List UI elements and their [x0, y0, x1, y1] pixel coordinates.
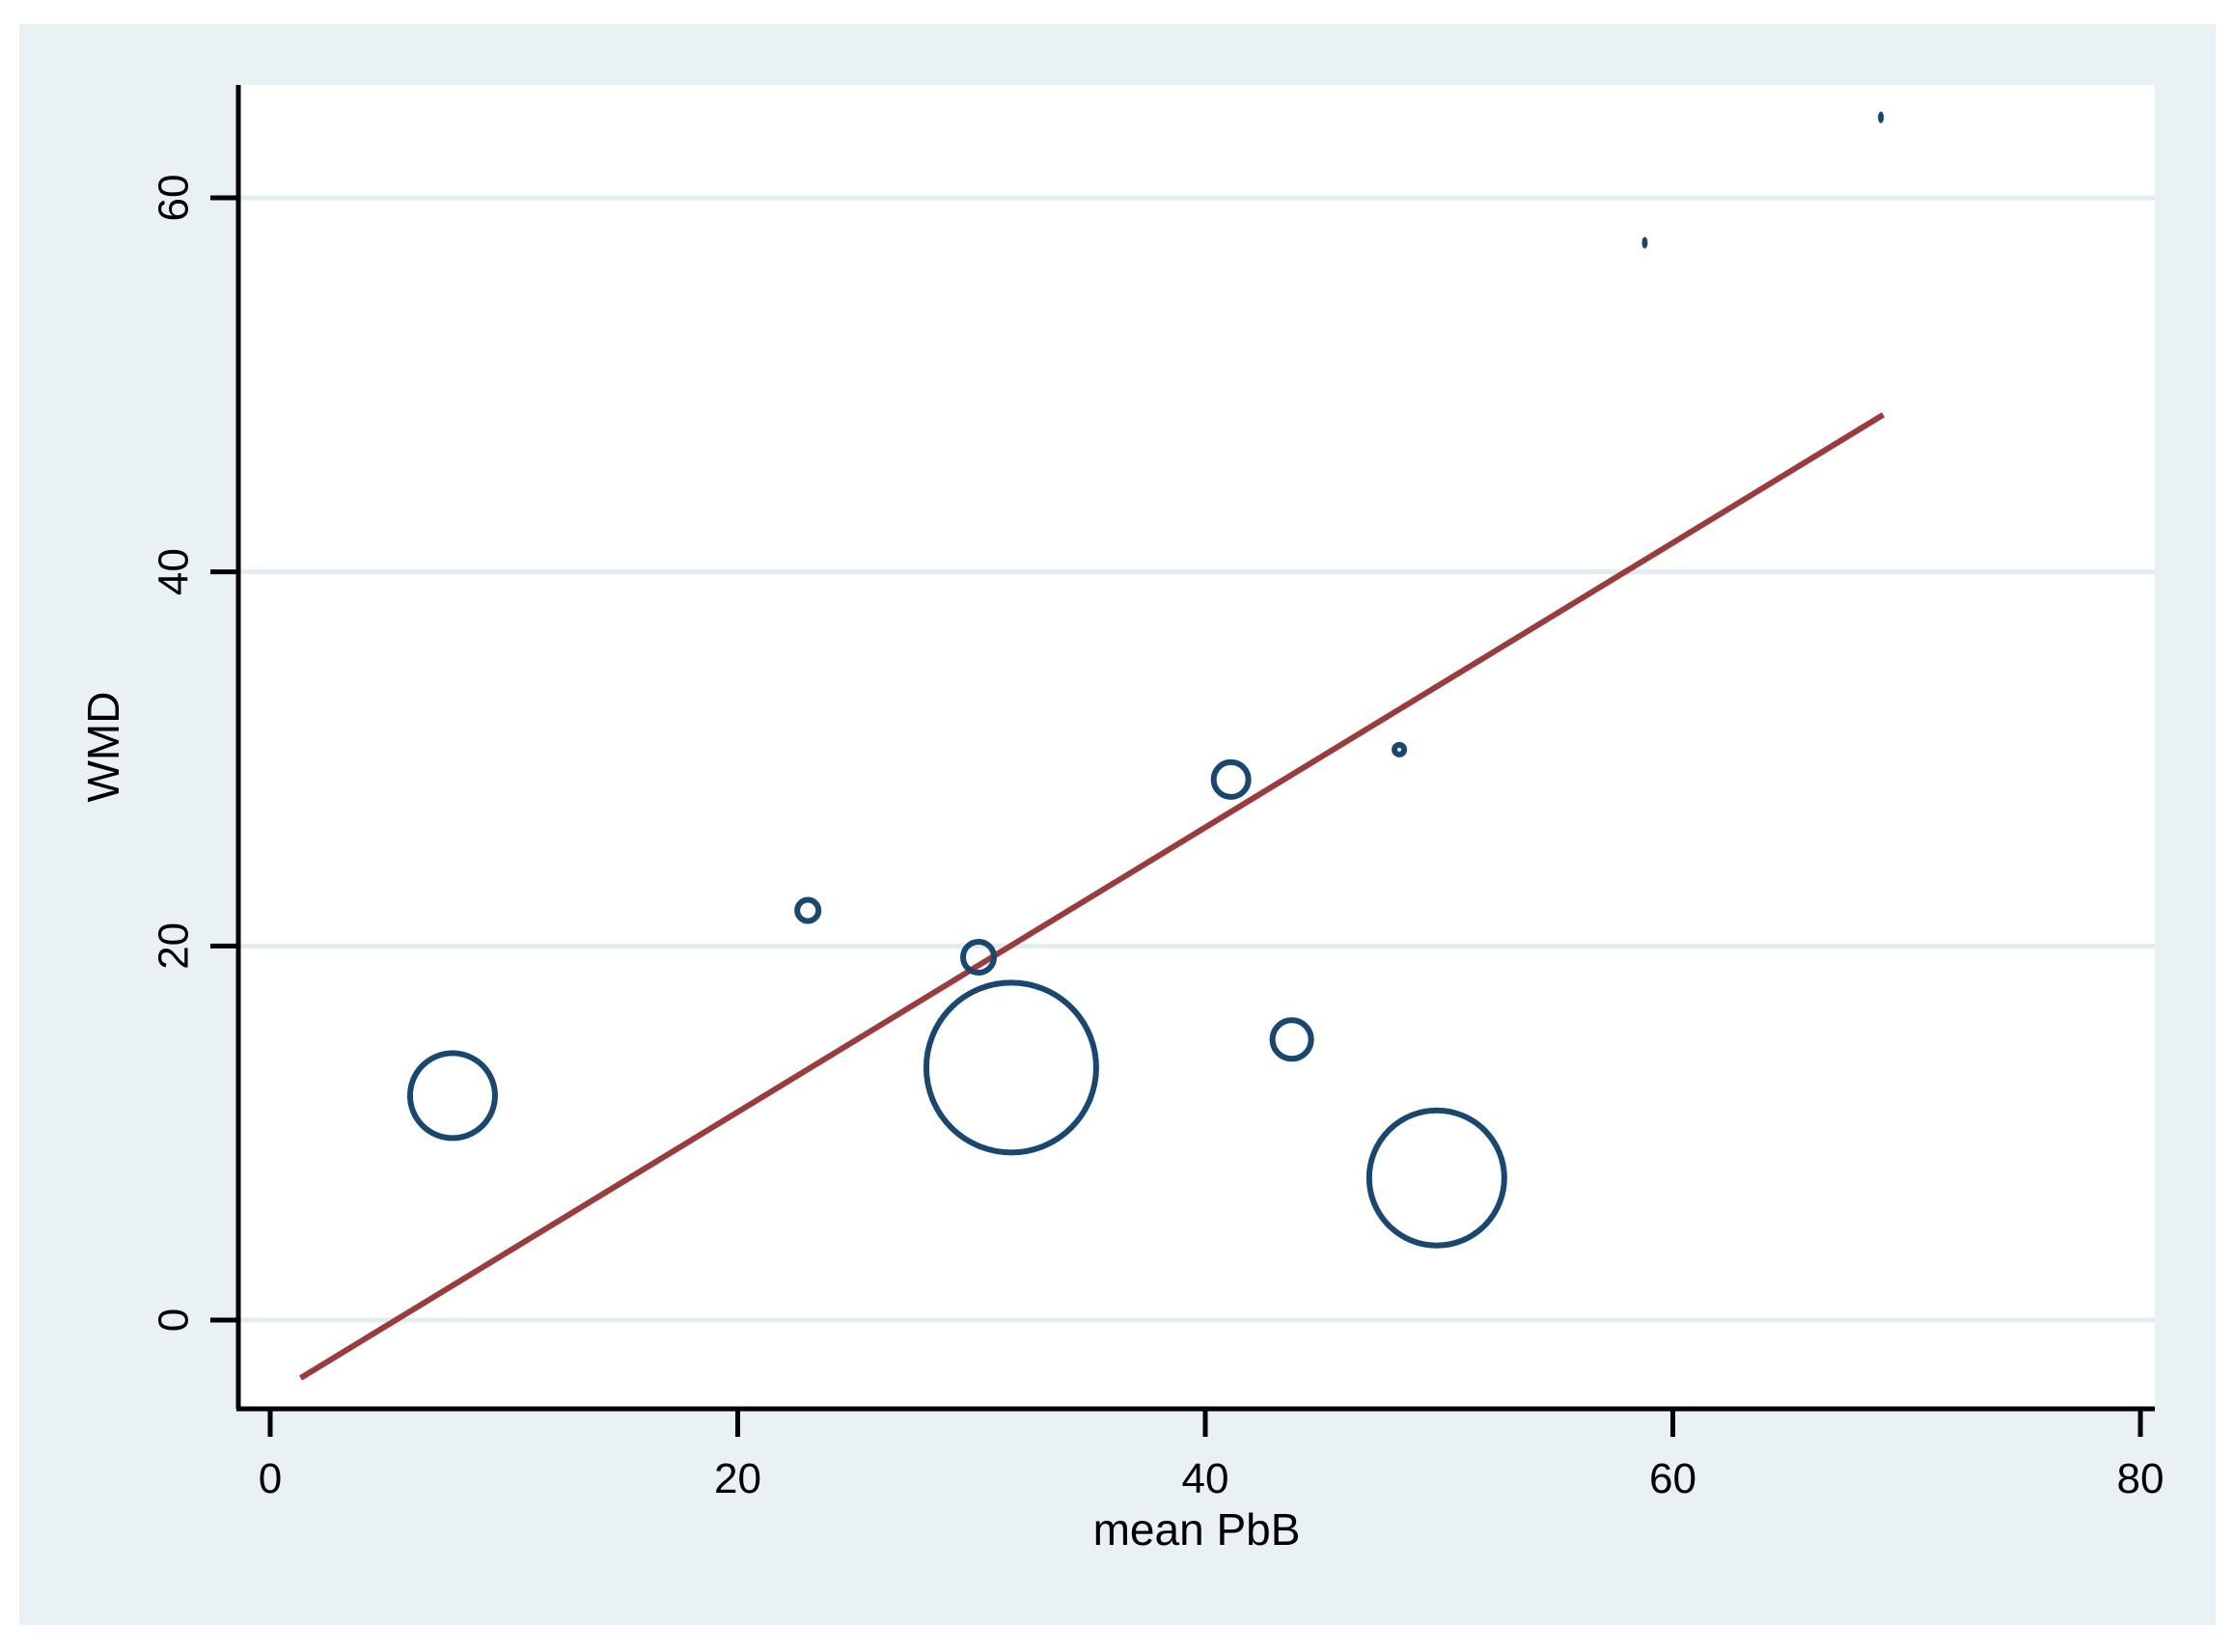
bubble-marker-3 [923, 979, 1099, 1156]
x-tick-label-80: 80 [2117, 1455, 2165, 1502]
y-axis-label: WMD [78, 692, 128, 803]
y-tick-label-0: 0 [151, 1308, 198, 1332]
bubble-marker-8 [1641, 236, 1648, 249]
x-tick-label-20: 20 [714, 1455, 761, 1502]
plot-area-background [238, 85, 2155, 1409]
y-tick-label-20: 20 [151, 922, 198, 970]
x-tick-label-40: 40 [1182, 1455, 1229, 1502]
y-tick-label-40: 40 [151, 548, 198, 595]
bubble-marker-6 [1392, 741, 1408, 757]
bubble-marker-0 [406, 1050, 498, 1142]
x-axis-label: mean PbB [1093, 1504, 1301, 1555]
y-tick-label-60: 60 [151, 175, 198, 222]
bubble-marker-2 [960, 938, 998, 976]
bubble-marker-4 [1210, 758, 1252, 800]
bubble-marker-1 [794, 896, 822, 924]
bubble-marker-5 [1269, 1017, 1314, 1062]
x-tick-label-0: 0 [259, 1455, 282, 1502]
x-tick-label-60: 60 [1649, 1455, 1696, 1502]
bubble-marker-7 [1365, 1107, 1507, 1249]
bubble-marker-9 [1878, 111, 1885, 124]
fit-line [298, 412, 1886, 1381]
